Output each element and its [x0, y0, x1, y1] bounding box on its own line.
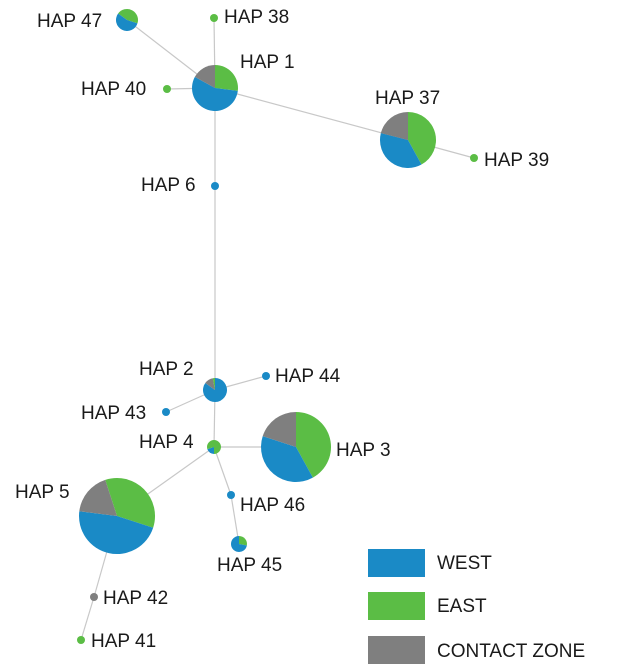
node-pie: [78, 478, 156, 555]
pie-slice: [118, 8, 138, 24]
legend-swatch: [368, 549, 425, 577]
pie-slice: [79, 479, 117, 516]
node-pie: [231, 536, 247, 552]
pie-slice: [207, 447, 214, 454]
legend-label: CONTACT ZONE: [437, 641, 585, 662]
node-dot: [470, 154, 478, 162]
pie-slice: [239, 536, 247, 546]
node-label: HAP 41: [91, 631, 156, 652]
edge: [214, 87, 409, 141]
node-label: HAP 45: [217, 555, 282, 576]
edge: [213, 446, 232, 496]
pie-slice: [192, 76, 238, 111]
node-label: HAP 5: [15, 482, 70, 503]
pie-slice: [260, 436, 313, 483]
node-label: HAP 39: [484, 150, 549, 171]
pie-slice: [207, 440, 222, 454]
node-label: HAP 2: [139, 359, 194, 380]
pie-slice: [215, 65, 238, 91]
pie-slice: [408, 112, 437, 165]
node-dot: [90, 593, 98, 601]
node-label: HAP 44: [275, 366, 341, 387]
node-label: HAP 38: [224, 7, 289, 28]
labels: HAP 47 HAP 38 HAP 1 HAP 40 HAP 37 HAP 39…: [15, 7, 549, 652]
edge: [230, 494, 240, 545]
node-dot: [162, 408, 170, 416]
node-dot: [77, 636, 85, 644]
node-dot: [211, 182, 219, 190]
node-dot: [227, 491, 235, 499]
pie-slice: [205, 378, 215, 390]
edge: [80, 596, 95, 641]
node-pie: [202, 378, 228, 402]
pie-slice: [78, 511, 154, 555]
pie-slice: [194, 65, 215, 88]
pie-slice: [212, 378, 215, 390]
legend-label: EAST: [437, 596, 487, 617]
pie-slice: [116, 13, 138, 31]
node-label: HAP 40: [81, 79, 146, 100]
edges: [80, 17, 475, 641]
node-label: HAP 43: [81, 403, 146, 424]
pies: [77, 8, 478, 644]
node-label: HAP 3: [336, 440, 391, 461]
node-dot: [262, 372, 270, 380]
node-pie: [116, 8, 138, 31]
node-label: HAP 1: [240, 52, 295, 73]
legend-swatch: [368, 592, 425, 620]
node-pie: [207, 440, 222, 454]
node-pie: [380, 112, 437, 168]
pie-slice: [380, 133, 422, 168]
node-label: HAP 46: [240, 495, 305, 516]
node-label: HAP 37: [375, 88, 440, 109]
pie-slice: [296, 412, 331, 478]
node-label: HAP 6: [141, 175, 196, 196]
node-label: HAP 47: [37, 11, 102, 32]
node-dot: [210, 14, 218, 22]
pie-slice: [231, 536, 247, 552]
node-label: HAP 42: [103, 588, 168, 609]
node-pie: [260, 412, 331, 483]
pie-slice: [380, 112, 408, 140]
node-dot: [163, 85, 171, 93]
pie-slice: [262, 412, 296, 447]
node-pie: [192, 65, 238, 111]
node-label: HAP 4: [139, 432, 194, 453]
legend-swatch: [368, 636, 425, 664]
legend-label: WEST: [437, 553, 492, 574]
legend: WEST EAST CONTACT ZONE: [368, 549, 585, 664]
pie-slice: [105, 478, 156, 528]
